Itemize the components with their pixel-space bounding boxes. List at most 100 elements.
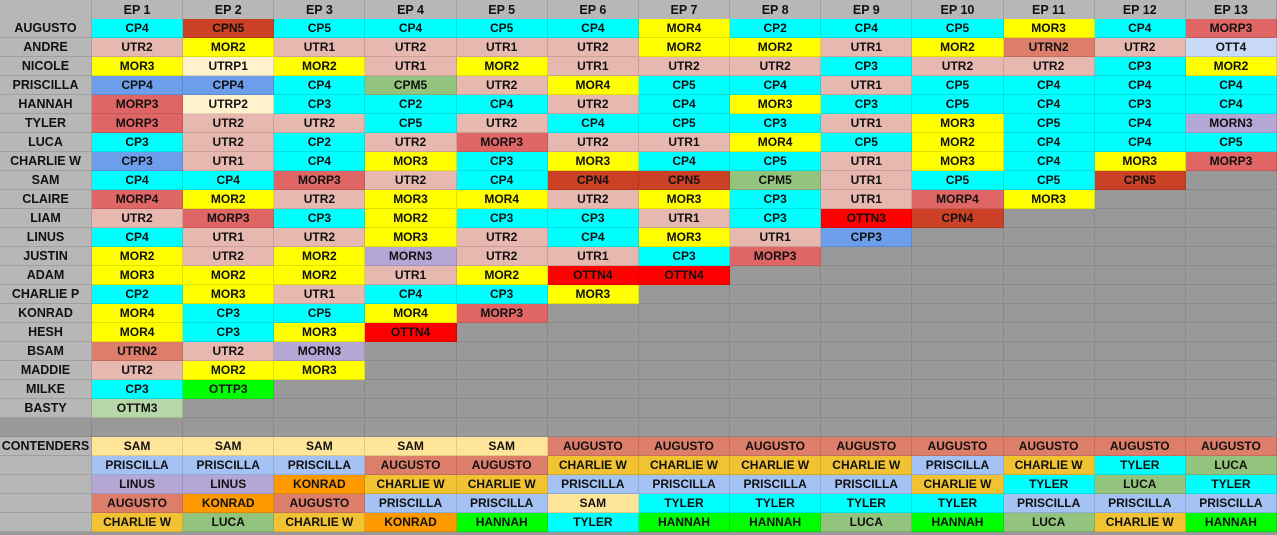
blank-cell[interactable] — [456, 418, 548, 437]
grid-cell[interactable]: UTR2 — [183, 133, 275, 152]
empty-cell[interactable] — [1003, 285, 1095, 304]
grid-cell[interactable]: CPN4 — [912, 209, 1004, 228]
grid-cell[interactable]: UTR1 — [638, 209, 731, 228]
grid-cell[interactable]: CP4 — [730, 76, 822, 95]
empty-cell[interactable] — [1003, 304, 1095, 323]
empty-cell[interactable] — [1003, 209, 1095, 228]
grid-cell[interactable]: MORN3 — [274, 342, 366, 361]
contender-cell[interactable]: AUGUSTO — [92, 494, 184, 513]
contender-cell[interactable]: CHARLIE W — [1003, 456, 1095, 475]
grid-cell[interactable]: CP2 — [274, 133, 366, 152]
grid-cell[interactable]: CP4 — [1094, 133, 1186, 152]
grid-cell[interactable]: MORP4 — [92, 190, 184, 209]
contender-cell[interactable]: TYLER — [1185, 475, 1277, 494]
row-label[interactable]: PRISCILLA — [0, 76, 92, 95]
empty-cell[interactable] — [1185, 209, 1277, 228]
empty-cell[interactable] — [1185, 247, 1277, 266]
empty-cell[interactable] — [638, 361, 731, 380]
grid-cell[interactable]: UTR1 — [821, 171, 913, 190]
grid-cell[interactable]: MOR2 — [274, 247, 366, 266]
contender-cell[interactable]: HANNAH — [730, 513, 822, 532]
empty-cell[interactable] — [1094, 285, 1186, 304]
contender-cell[interactable]: CHARLIE W — [365, 475, 457, 494]
grid-cell[interactable]: CPP4 — [92, 76, 184, 95]
contenders-label[interactable]: CONTENDERS — [0, 437, 92, 456]
row-label[interactable]: AUGUSTO — [0, 19, 92, 38]
empty-cell[interactable] — [730, 342, 822, 361]
grid-cell[interactable]: UTR2 — [547, 95, 639, 114]
grid-cell[interactable]: MOR4 — [547, 76, 639, 95]
contenders-label-blank[interactable] — [0, 513, 92, 532]
grid-cell[interactable]: CP3 — [1094, 95, 1186, 114]
empty-cell[interactable] — [730, 285, 822, 304]
grid-cell[interactable]: CPP3 — [92, 152, 184, 171]
contender-cell[interactable]: CHARLIE W — [730, 456, 822, 475]
row-label[interactable]: CHARLIE P — [0, 285, 92, 304]
grid-cell[interactable]: CP4 — [547, 114, 639, 133]
empty-cell[interactable] — [1185, 285, 1277, 304]
grid-cell[interactable]: CP3 — [92, 133, 184, 152]
grid-cell[interactable]: CP3 — [456, 285, 548, 304]
empty-cell[interactable] — [730, 361, 822, 380]
grid-cell[interactable]: CP3 — [456, 209, 548, 228]
grid-cell[interactable]: MORP3 — [730, 247, 822, 266]
empty-cell[interactable] — [1185, 380, 1277, 399]
grid-cell[interactable]: MOR3 — [912, 152, 1004, 171]
empty-cell[interactable] — [1185, 266, 1277, 285]
grid-cell[interactable]: MOR3 — [274, 361, 366, 380]
empty-cell[interactable] — [912, 247, 1004, 266]
grid-cell[interactable]: CP3 — [1094, 57, 1186, 76]
empty-cell[interactable] — [821, 342, 913, 361]
grid-cell[interactable]: MOR2 — [456, 57, 548, 76]
contender-cell[interactable]: TYLER — [730, 494, 822, 513]
empty-cell[interactable] — [821, 361, 913, 380]
empty-cell[interactable] — [912, 228, 1004, 247]
empty-cell[interactable] — [1094, 266, 1186, 285]
empty-cell[interactable] — [1003, 342, 1095, 361]
empty-cell[interactable] — [912, 266, 1004, 285]
grid-cell[interactable]: MOR3 — [274, 323, 366, 342]
contender-cell[interactable]: LINUS — [92, 475, 184, 494]
grid-cell[interactable]: MOR3 — [1094, 152, 1186, 171]
contender-cell[interactable]: HANNAH — [912, 513, 1004, 532]
row-label[interactable]: TYLER — [0, 114, 92, 133]
contender-cell[interactable]: CHARLIE W — [456, 475, 548, 494]
row-label[interactable]: KONRAD — [0, 304, 92, 323]
row-label[interactable]: LUCA — [0, 133, 92, 152]
grid-cell[interactable]: MORP3 — [456, 304, 548, 323]
corner-cell[interactable] — [0, 0, 92, 21]
grid-cell[interactable]: MOR3 — [638, 190, 731, 209]
grid-cell[interactable]: UTR2 — [365, 171, 457, 190]
row-label[interactable]: LIAM — [0, 209, 92, 228]
contender-cell[interactable]: PRISCILLA — [1003, 494, 1095, 513]
contender-cell[interactable]: CHARLIE W — [92, 513, 184, 532]
grid-cell[interactable]: UTR2 — [183, 114, 275, 133]
blank-cell[interactable] — [821, 418, 913, 437]
empty-cell[interactable] — [547, 342, 639, 361]
grid-cell[interactable]: CP5 — [274, 19, 366, 38]
contender-cell[interactable]: CHARLIE W — [547, 456, 639, 475]
grid-cell[interactable]: UTR2 — [274, 190, 366, 209]
grid-cell[interactable]: UTR2 — [456, 228, 548, 247]
empty-cell[interactable] — [912, 304, 1004, 323]
blank-cell[interactable] — [0, 418, 92, 437]
empty-cell[interactable] — [1094, 190, 1186, 209]
contender-cell[interactable]: AUGUSTO — [730, 437, 822, 456]
contender-cell[interactable]: PRISCILLA — [912, 456, 1004, 475]
contender-cell[interactable]: TYLER — [1094, 456, 1186, 475]
empty-cell[interactable] — [912, 285, 1004, 304]
grid-cell[interactable]: MOR2 — [730, 38, 822, 57]
grid-cell[interactable]: UTR2 — [92, 361, 184, 380]
contender-cell[interactable]: SAM — [456, 437, 548, 456]
grid-cell[interactable]: CP5 — [1003, 171, 1095, 190]
grid-cell[interactable]: UTR2 — [183, 247, 275, 266]
grid-cell[interactable]: MORN3 — [365, 247, 457, 266]
grid-cell[interactable]: UTR2 — [456, 247, 548, 266]
column-header-ep-2[interactable]: EP 2 — [183, 0, 275, 21]
grid-cell[interactable]: CPN4 — [547, 171, 639, 190]
empty-cell[interactable] — [821, 285, 913, 304]
grid-cell[interactable]: CP5 — [730, 152, 822, 171]
contender-cell[interactable]: TYLER — [547, 513, 639, 532]
empty-cell[interactable] — [547, 323, 639, 342]
empty-cell[interactable] — [638, 342, 731, 361]
